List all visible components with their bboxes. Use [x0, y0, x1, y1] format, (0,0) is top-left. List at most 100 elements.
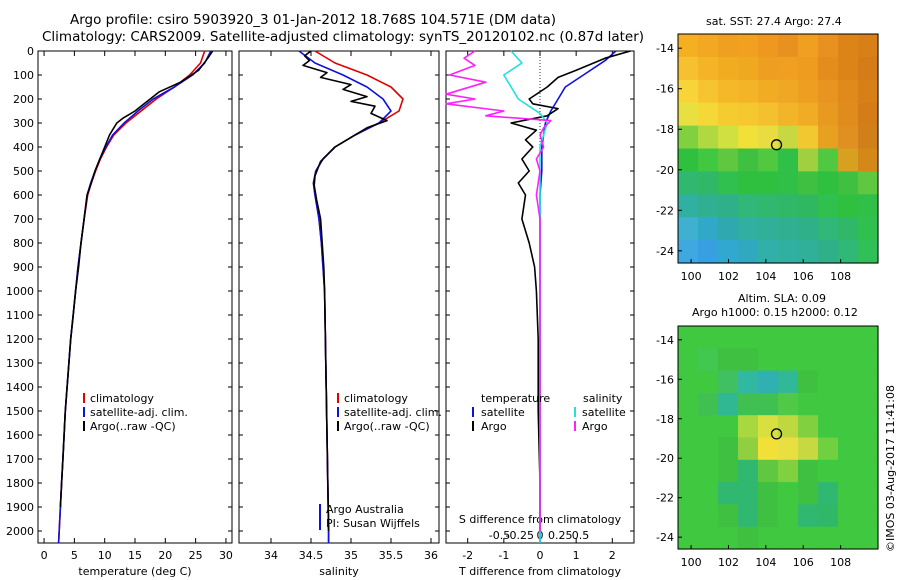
sla-map-cell: [758, 504, 779, 528]
salinity-profile-series-argo: [302, 50, 388, 532]
argo-height-text: Argo h1000: 0.15 h2000: 0.12: [692, 306, 858, 319]
depth-tick-label: 900: [13, 261, 34, 274]
sla-map-cell: [858, 504, 879, 528]
sla-map-cell: [678, 459, 699, 483]
sla-map-cell: [778, 348, 799, 372]
sla-map-cell: [698, 348, 719, 372]
sst-map-cell: [718, 79, 739, 104]
sst-map-cell: [858, 102, 879, 127]
sst-map-argo-position-marker: [770, 139, 783, 151]
sst-map-cell: [758, 217, 779, 241]
depth-tick-label: 1500: [6, 405, 34, 418]
sla-map-cell: [758, 326, 779, 349]
sla-map-cell: [838, 326, 859, 349]
sla-map-cell: [738, 348, 759, 372]
sla-map-xtick-label: 106: [793, 556, 814, 569]
sla-map-xtick-label: 108: [830, 556, 851, 569]
diff-legend-label: satellite: [582, 406, 626, 419]
sla-map-cell: [758, 459, 779, 483]
sla-map-cell: [858, 526, 879, 550]
sst-map-cell: [698, 171, 719, 195]
sst-map-ytick-label: -22: [656, 204, 674, 217]
sst-map-cell: [778, 102, 799, 127]
difference-profile-series-temp-argo: [510, 50, 631, 531]
diff-legend-temperature-heading: temperature: [481, 392, 550, 405]
sst-map-cell: [778, 56, 799, 81]
sst-map-cell: [698, 102, 719, 127]
temperature-profile-legend-label: Argo(..raw -QC): [90, 420, 176, 433]
sla-map-cell: [678, 526, 699, 550]
sla-map-cell: [798, 370, 819, 394]
sst-map-cell: [778, 148, 799, 172]
sst-map-cell: [718, 56, 739, 81]
sst-map-xtick-label: 104: [755, 270, 776, 283]
salinity-profile-frame: [238, 50, 440, 544]
temperature-profile-xtick-label: 10: [98, 549, 112, 562]
sst-map-frame: [677, 33, 879, 264]
temperature-profile-legend-label: climatology: [90, 392, 154, 405]
sst-map-cell: [818, 148, 839, 172]
sst-map-cell: [838, 148, 859, 172]
sst-map-cell: [798, 125, 819, 150]
sla-map-cell: [738, 482, 759, 505]
sst-map-cell: [818, 125, 839, 150]
salinity-profile-xtick-label: 35: [344, 549, 358, 562]
sst-map-cell: [698, 217, 719, 241]
temperature-profile-xtick-label: 15: [128, 549, 142, 562]
sla-map-ytick-label: -20: [656, 452, 674, 465]
sst-map-cell: [798, 194, 819, 218]
salinity-profile-xtick-label: 35.5: [379, 549, 404, 562]
sla-map-cell: [858, 437, 879, 461]
sst-map-cell: [798, 171, 819, 195]
sla-map-cell: [758, 370, 779, 394]
depth-tick-label: 200: [13, 93, 34, 106]
temperature-profile-series-satellite: [57, 50, 212, 544]
sla-map-cell: [818, 504, 839, 528]
sst-map-cell: [698, 148, 719, 172]
sst-map-cell: [738, 240, 759, 264]
sst-map-cell: [738, 217, 759, 241]
sst-map-cell: [858, 34, 879, 58]
sst-map-cell: [758, 125, 779, 150]
sst-map-cell: [698, 240, 719, 264]
depth-tick-label: 800: [13, 237, 34, 250]
sst-map-cell: [718, 194, 739, 218]
figure-title-line2: Climatology: CARS2009. Satellite-adjuste…: [42, 29, 645, 45]
sst-map-cell: [778, 79, 799, 104]
sst-map-cell: [678, 171, 699, 195]
salinity-profile-xtick-label: 34: [264, 549, 278, 562]
sla-map-cell: [718, 348, 739, 372]
sst-map-cell: [858, 240, 879, 264]
sla-map-cell: [838, 348, 859, 372]
depth-tick-label: 100: [13, 69, 34, 82]
sla-map-cell: [818, 392, 839, 416]
sst-map-cell: [758, 240, 779, 264]
sla-map-cell: [818, 437, 839, 461]
temperature-profile-xlabel: temperature (deg C): [78, 565, 191, 578]
sla-map-cell: [738, 504, 759, 528]
difference-profile-series-sal-argo: [445, 50, 552, 531]
sla-map-cell: [838, 392, 859, 416]
sst-map-ytick-label: -14: [656, 42, 674, 55]
sst-map-cell: [818, 56, 839, 81]
difference-profile-xtick-label: 2: [609, 549, 616, 562]
sla-map-cell: [798, 348, 819, 372]
figure-title-line1: Argo profile: csiro 5903920_3 01-Jan-201…: [70, 12, 557, 28]
sst-map-xtick-label: 102: [718, 270, 739, 283]
temperature-profile-xtick-label: 30: [219, 549, 233, 562]
salinity-profile-xlabel: salinity: [319, 565, 359, 578]
difference-profile-xtick-label: -2: [462, 549, 473, 562]
sst-map-cell: [858, 194, 879, 218]
temperature-profile-legend-label: satellite-adj. clim.: [90, 406, 188, 419]
sla-map-cell: [698, 326, 719, 349]
sla-map-cell: [738, 415, 759, 439]
sla-map-ytick-label: -14: [656, 334, 674, 347]
sst-map-title: sat. SST: 27.4 Argo: 27.4: [706, 15, 842, 28]
sst-map-cell: [698, 34, 719, 58]
depth-tick-label: 400: [13, 141, 34, 154]
sla-map-cell: [778, 392, 799, 416]
sla-map-cell: [738, 326, 759, 349]
depth-tick-label: 1800: [6, 477, 34, 490]
sst-map-ytick-label: -18: [656, 123, 674, 136]
